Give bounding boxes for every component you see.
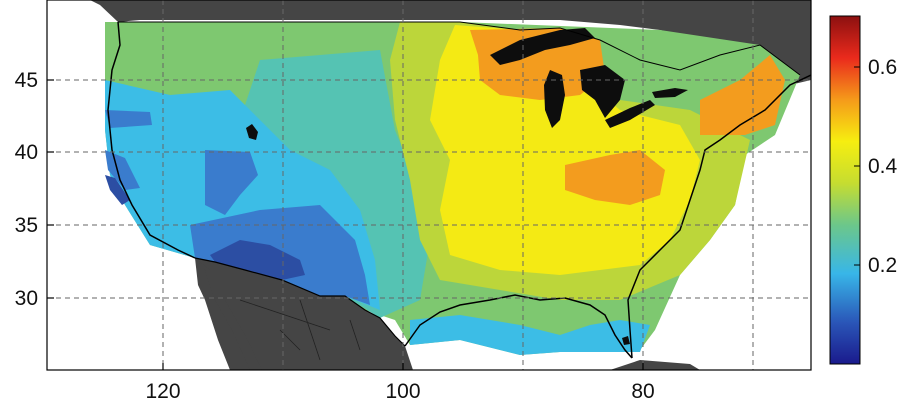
lake-erie xyxy=(605,100,655,128)
axis-ticks xyxy=(47,79,644,370)
colorbar-tick-label-0.2: 0.2 xyxy=(868,254,897,277)
blue-region-california xyxy=(105,150,140,190)
lon-tick-label-120: 120 xyxy=(145,380,180,403)
lake-michigan xyxy=(544,70,565,128)
lat-tick-label-40: 40 xyxy=(15,141,38,164)
lake-superior xyxy=(490,28,595,65)
cuba-island xyxy=(610,360,700,370)
colorbar-ticks xyxy=(854,66,860,266)
us-canada-border xyxy=(118,21,801,76)
lake-ontario xyxy=(652,88,688,98)
orange-region-ohio-valley xyxy=(565,150,665,205)
plot-frame xyxy=(46,0,812,371)
map-grid xyxy=(47,0,811,370)
colorbar-tick-label-0.4: 0.4 xyxy=(868,155,898,178)
dark-blue-region-arizona xyxy=(210,240,305,280)
east-coastline xyxy=(627,74,811,359)
mexico-landmass xyxy=(195,258,413,370)
lon-tick-label-80: 80 xyxy=(631,380,654,403)
lake-okeechobee xyxy=(622,336,630,345)
lake-huron xyxy=(580,65,625,118)
lat-tick-label-35: 35 xyxy=(15,214,38,237)
us-mexico-border xyxy=(194,257,406,347)
blue-region-great-basin xyxy=(205,150,258,215)
west-coastline xyxy=(107,21,196,259)
blue-region-pacific-nw xyxy=(105,110,152,128)
lon-tick-label-100: 100 xyxy=(385,380,420,403)
orange-region-northeast xyxy=(700,55,785,135)
great-salt-lake xyxy=(246,124,258,140)
colorbar xyxy=(829,15,861,365)
orange-region-upper-midwest xyxy=(470,28,605,100)
light-blue-gulf-coast xyxy=(410,315,650,355)
mexico-state-borders xyxy=(239,299,361,361)
dark-blue-region-california xyxy=(105,175,130,205)
baja-peninsula xyxy=(195,258,262,370)
lat-tick-label-45: 45 xyxy=(15,69,38,92)
colorbar-tick-label-0.6: 0.6 xyxy=(868,56,897,79)
lat-tick-label-30: 30 xyxy=(15,287,38,310)
gulf-coastline xyxy=(404,294,633,359)
canada-landmass xyxy=(90,0,811,85)
